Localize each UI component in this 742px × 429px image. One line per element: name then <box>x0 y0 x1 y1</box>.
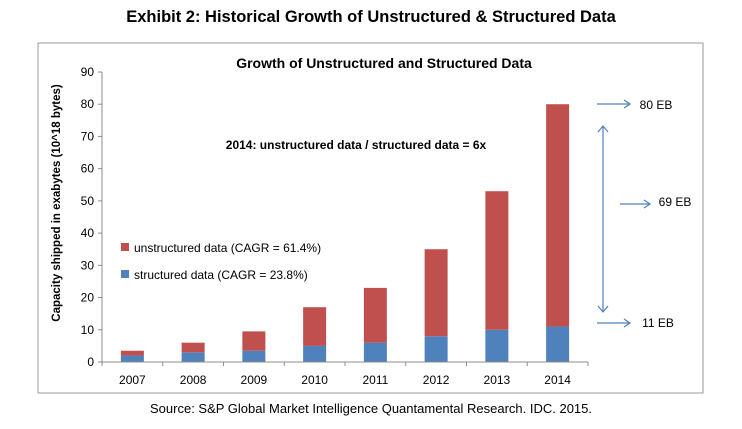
y-tick-label: 30 <box>81 258 95 272</box>
bar-unstructured-2014 <box>546 104 570 327</box>
x-tick-label: 2007 <box>119 373 146 387</box>
bar-unstructured-2011 <box>363 287 387 343</box>
bar-structured-2010 <box>303 345 327 362</box>
bar-structured-2009 <box>242 350 266 362</box>
exhibit-title: Exhibit 2: Historical Growth of Unstruct… <box>126 8 616 26</box>
x-tick-label: 2008 <box>180 373 207 387</box>
structured-arrow-head-icon <box>623 318 632 328</box>
source-note: Source: S&P Global Market Intelligence Q… <box>150 401 592 416</box>
x-tick-label: 2012 <box>423 373 450 387</box>
x-tick-label: 2009 <box>241 373 268 387</box>
y-tick-label: 50 <box>81 194 95 208</box>
structured-total-label: 11 EB <box>642 316 674 330</box>
x-tick-label: 2011 <box>362 373 388 387</box>
bars <box>120 104 570 362</box>
bar-unstructured-2010 <box>303 307 327 346</box>
total-arrow-head-icon <box>623 99 632 109</box>
x-tick-label: 2014 <box>544 373 571 387</box>
bar-unstructured-2013 <box>485 191 509 330</box>
legend-label-unstructured: unstructured data (CAGR = 61.4%) <box>134 241 321 255</box>
bar-structured-2007 <box>120 355 144 362</box>
total-label: 80 EB <box>640 98 673 112</box>
y-tick-label: 0 <box>87 355 94 369</box>
legend-label-structured: structured data (CAGR = 23.8%) <box>134 268 308 282</box>
bar-unstructured-2008 <box>181 342 205 353</box>
range-arrow-down-icon <box>597 305 609 313</box>
annotations: 80 EB 69 EB 11 EB <box>597 98 691 330</box>
y-tick-label: 10 <box>81 323 95 337</box>
y-axis-label: Capacity shipped in exabytes (10^18 byte… <box>51 84 63 322</box>
legend: unstructured data (CAGR = 61.4%) structur… <box>121 241 321 282</box>
range-arrow-up-icon <box>597 125 609 133</box>
y-tick-label: 70 <box>81 129 95 143</box>
legend-swatch-structured <box>121 270 129 278</box>
bar-structured-2008 <box>181 352 205 362</box>
y-tick-label: 60 <box>81 162 95 176</box>
x-tick-label: 2010 <box>301 373 328 387</box>
y-tick-label: 90 <box>81 65 95 79</box>
unstructured-total-label: 69 EB <box>659 195 692 209</box>
x-tick-label: 2013 <box>484 373 511 387</box>
bar-structured-2012 <box>424 336 448 362</box>
bar-structured-2014 <box>546 326 570 362</box>
bar-structured-2013 <box>485 329 509 362</box>
ratio-annotation: 2014: unstructured data / structured dat… <box>226 138 487 152</box>
bar-structured-2011 <box>363 342 387 362</box>
y-tick-label: 80 <box>81 97 95 111</box>
bar-unstructured-2012 <box>424 249 448 337</box>
bar-unstructured-2007 <box>120 350 144 356</box>
y-axis: 0 10 20 30 40 50 60 70 80 90 <box>81 65 103 369</box>
unstructured-arrow-head-icon <box>643 199 652 209</box>
legend-swatch-unstructured <box>121 243 129 251</box>
y-tick-label: 40 <box>81 226 95 240</box>
y-tick-label: 20 <box>81 291 95 305</box>
x-axis: 2007 2008 2009 2010 2011 2012 2013 2014 <box>101 361 589 387</box>
chart-title: Growth of Unstructured and Structured Da… <box>236 55 532 71</box>
bar-unstructured-2009 <box>242 331 266 351</box>
